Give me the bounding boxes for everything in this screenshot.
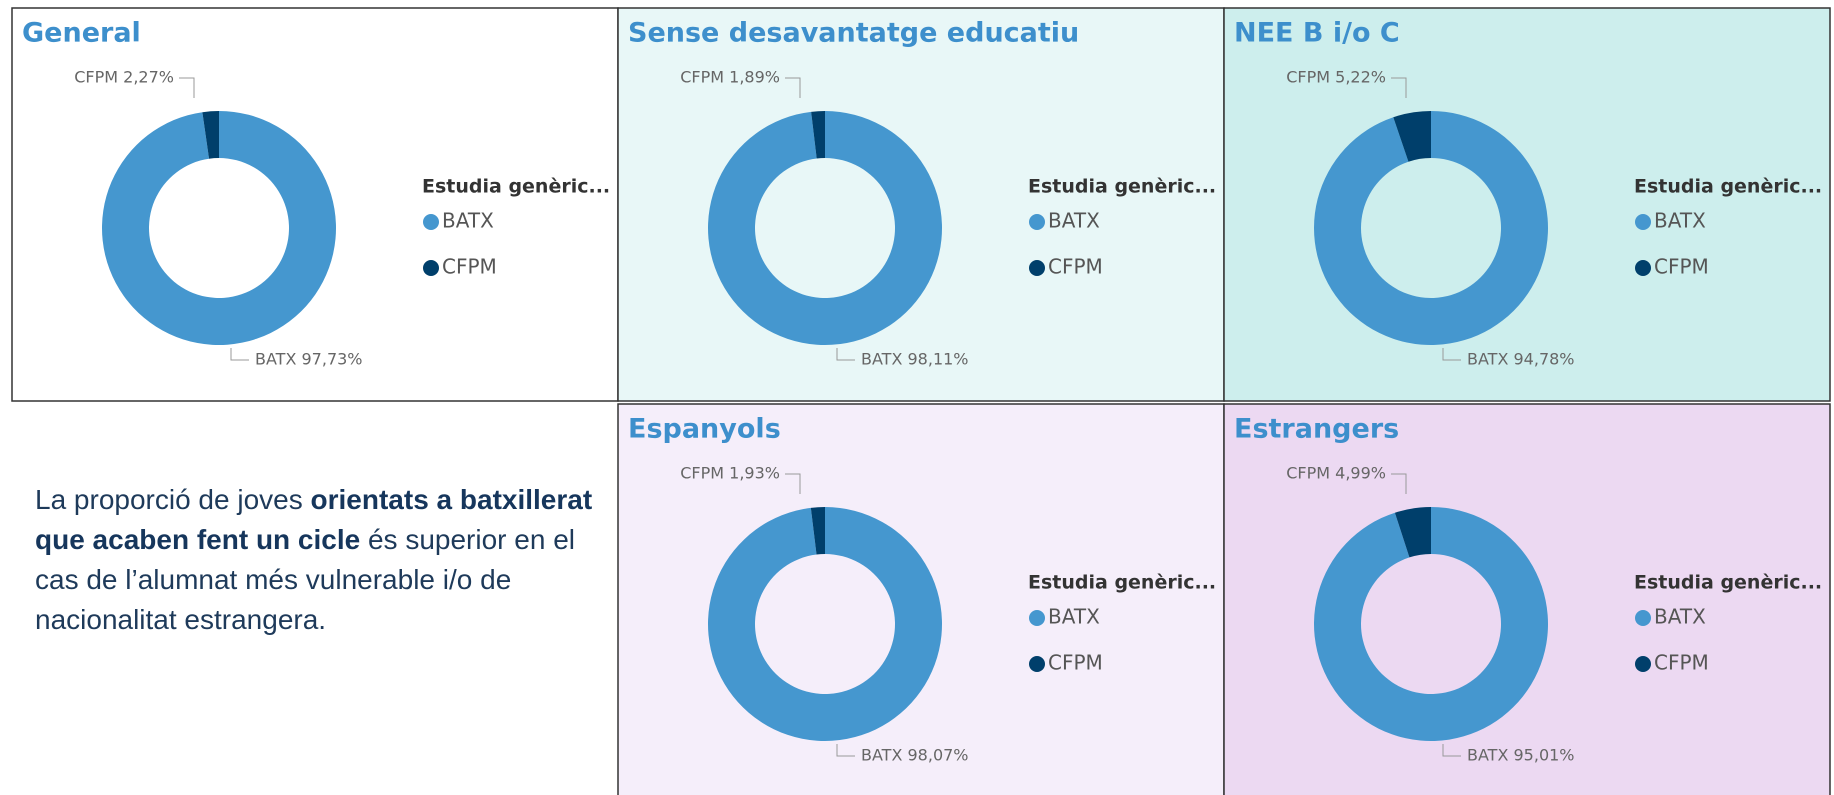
legend-label: CFPM [1654, 651, 1709, 675]
note-text: orientats a batxillerat que acaben fent … [35, 484, 593, 555]
leader-line [1391, 77, 1407, 98]
leader-line [836, 348, 855, 361]
legend-label: CFPM [1048, 651, 1103, 675]
legend-title: Estudia genèric... [1028, 572, 1216, 594]
donut-slice [708, 111, 942, 345]
donut-slice [102, 111, 337, 345]
legend-marker [1029, 610, 1045, 626]
legend-label: BATX [442, 209, 494, 233]
donut-slice [1394, 507, 1431, 558]
legend-label: BATX [1048, 209, 1100, 233]
donut-slice [202, 111, 219, 159]
legend-marker [1635, 260, 1651, 276]
legend-label: CFPM [1654, 255, 1709, 279]
legend-marker [1635, 214, 1651, 230]
chart-title: Sense desavantatge educatiu [628, 18, 1079, 49]
legend-title: Estudia genèric... [1634, 572, 1822, 594]
legend-marker [1635, 610, 1651, 626]
data-label: BATX 97,73% [255, 350, 363, 369]
data-label: BATX 95,01% [1467, 746, 1575, 765]
leader-line [1391, 473, 1407, 494]
legend-title: Estudia genèric... [1028, 176, 1216, 198]
data-label: BATX 98,07% [861, 746, 969, 765]
donut-slice [810, 507, 825, 555]
legend-marker [1029, 656, 1045, 672]
chart-title: Espanyols [628, 414, 781, 445]
donut-slice [1393, 111, 1431, 162]
data-label: CFPM 5,22% [1286, 68, 1386, 87]
donut-slice [1314, 111, 1549, 345]
data-label: CFPM 4,99% [1286, 464, 1386, 483]
legend-marker [1029, 214, 1045, 230]
chart-title: General [22, 18, 141, 49]
leader-line [785, 473, 801, 494]
legend-marker [1635, 656, 1651, 672]
donut-slice [811, 111, 825, 159]
leader-line [1442, 348, 1461, 361]
leader-line [179, 77, 195, 98]
leader-line [836, 744, 855, 757]
legend-marker [423, 214, 439, 230]
data-label: BATX 98,11% [861, 350, 969, 369]
donut-slice [708, 507, 943, 742]
note-text: és superior en el cas de l’alumnat més v… [35, 524, 575, 635]
legend-label: CFPM [1048, 255, 1103, 279]
legend-label: BATX [1654, 209, 1706, 233]
donut-slice [1314, 507, 1548, 741]
legend-label: BATX [1654, 605, 1706, 629]
leader-line [785, 77, 801, 98]
chart-title: Estrangers [1234, 414, 1399, 445]
data-label: CFPM 1,93% [680, 464, 780, 483]
chart-title: NEE B i/o C [1234, 18, 1400, 49]
legend-label: BATX [1048, 605, 1100, 629]
legend-title: Estudia genèric... [1634, 176, 1822, 198]
leader-line [1442, 744, 1461, 757]
note: La proporció de joves orientats a batxil… [35, 480, 595, 640]
note-text: La proporció de joves [35, 484, 311, 515]
legend-marker [423, 260, 439, 276]
data-label: CFPM 1,89% [680, 68, 780, 87]
data-label: BATX 94,78% [1467, 350, 1575, 369]
data-label: CFPM 2,27% [74, 68, 174, 87]
legend-label: CFPM [442, 255, 497, 279]
legend-marker [1029, 260, 1045, 276]
leader-line [230, 348, 249, 361]
legend-title: Estudia genèric... [422, 176, 610, 198]
